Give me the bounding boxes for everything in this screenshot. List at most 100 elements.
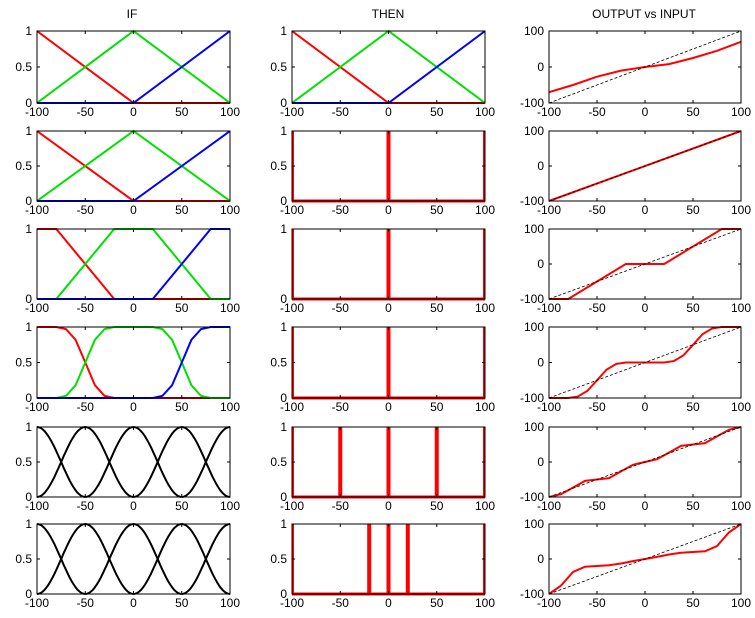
y-tick-label: 0 [280,490,287,504]
y-tick-label: 0 [280,292,287,306]
y-tick-label: 0 [537,257,544,271]
x-tick-label: -100 [25,105,49,119]
y-tick-label: -100 [520,292,544,306]
x-tick-label: -100 [537,400,561,414]
x-tick-label: -50 [77,203,95,217]
y-tick-label: 0.5 [15,552,32,566]
x-tick-label: 50 [175,596,189,610]
plot-data [292,327,485,400]
y-tick-label: 0 [25,96,32,110]
plot-data [549,228,741,300]
axes-frame [36,523,231,595]
series-line-3 [133,522,230,595]
x-tick-label: 0 [385,596,392,610]
x-tick-label: 50 [686,499,700,513]
reference-line [549,426,741,498]
y-tick-label: 100 [524,420,544,434]
y-tick-label: 0.5 [15,455,32,469]
x-tick-label: -50 [332,596,350,610]
y-tick-label: 0 [25,490,32,504]
x-tick-label: 50 [430,105,444,119]
plot-data [37,425,230,498]
series-line-0 [37,326,230,399]
x-tick-label: 100 [731,499,751,513]
plot-data [549,130,741,202]
plot-data [549,523,741,595]
x-tick-label: 0 [130,203,137,217]
plot-data [37,522,230,595]
y-tick-label: 0.5 [270,356,287,370]
series-line-0 [37,130,230,202]
x-tick-label: 50 [686,596,700,610]
axes-frame [36,130,231,202]
x-tick-label: 50 [430,400,444,414]
y-tick-label: 100 [524,124,544,138]
y-tick-label: -100 [520,490,544,504]
x-tick-label: 0 [642,301,649,315]
series-line-0 [37,522,86,595]
x-tick-label: -50 [332,203,350,217]
x-tick-label: 0 [385,499,392,513]
series-line-0 [37,425,86,498]
subplot-r4-c1: -100 -50 0 50 100 0 0.5 1 [15,320,240,414]
x-tick-label: 0 [130,400,137,414]
x-tick-label: -100 [280,301,304,315]
x-tick-label: -100 [25,400,49,414]
series-line-2 [37,326,230,399]
x-tick-label: -100 [537,105,561,119]
y-tick-label: 0 [280,194,287,208]
x-tick-label: 0 [130,301,137,315]
x-tick-label: -50 [77,105,95,119]
series-line-1 [37,326,230,399]
y-tick-label: 1 [280,222,287,236]
y-tick-label: 1 [25,420,32,434]
x-tick-label: 50 [430,499,444,513]
x-tick-label: 0 [642,596,649,610]
series-line-2 [85,522,182,595]
y-tick-label: 0 [280,391,287,405]
subplot-r5-c2: -100 -50 0 50 100 0 0.5 1 [270,420,495,513]
series-line-3 [133,425,230,498]
x-tick-label: -100 [280,105,304,119]
y-tick-label: 0 [280,587,287,601]
x-tick-label: 50 [175,105,189,119]
x-tick-label: 0 [642,203,649,217]
x-tick-label: 0 [130,105,137,119]
x-tick-label: 50 [175,203,189,217]
x-tick-label: -50 [77,400,95,414]
subplot-r6-c1: -100 -50 0 50 100 0 0.5 1 [15,517,240,610]
series-line-2 [292,30,485,104]
x-tick-label: -50 [77,301,95,315]
x-tick-label: -100 [280,400,304,414]
x-tick-label: -50 [588,203,606,217]
plot-data [292,524,485,596]
y-tick-label: 0.5 [270,455,287,469]
series-line-0 [292,30,485,104]
subplot-r5-c1: -100 -50 0 50 100 0 0.5 1 [15,420,240,513]
x-tick-label: -50 [588,400,606,414]
x-tick-label: 100 [220,400,240,414]
x-tick-label: 50 [430,203,444,217]
plot-data [37,29,230,104]
x-tick-label: 0 [385,400,392,414]
x-tick-label: 50 [430,596,444,610]
subplot-r3-c3: -100 -50 0 50 100 -100 0 100 [520,222,751,315]
x-tick-label: -50 [588,596,606,610]
series-line-1 [37,29,230,104]
y-tick-label: -100 [520,391,544,405]
x-tick-label: 0 [642,105,649,119]
x-tick-label: -100 [280,499,304,513]
x-tick-label: -50 [588,499,606,513]
y-tick-label: 100 [524,320,544,334]
y-tick-label: 0.5 [15,60,32,74]
subplot-r4-c2: -100 -50 0 50 100 0 0.5 1 [270,320,495,414]
subplot-r6-c2: -100 -50 0 50 100 0 0.5 1 [270,517,495,610]
x-tick-label: -100 [537,301,561,315]
x-tick-label: 50 [686,301,700,315]
y-tick-label: 1 [280,24,287,38]
x-tick-label: 50 [175,400,189,414]
x-tick-label: 100 [220,499,240,513]
y-tick-label: 0 [537,159,544,173]
y-tick-label: 0.5 [15,356,32,370]
